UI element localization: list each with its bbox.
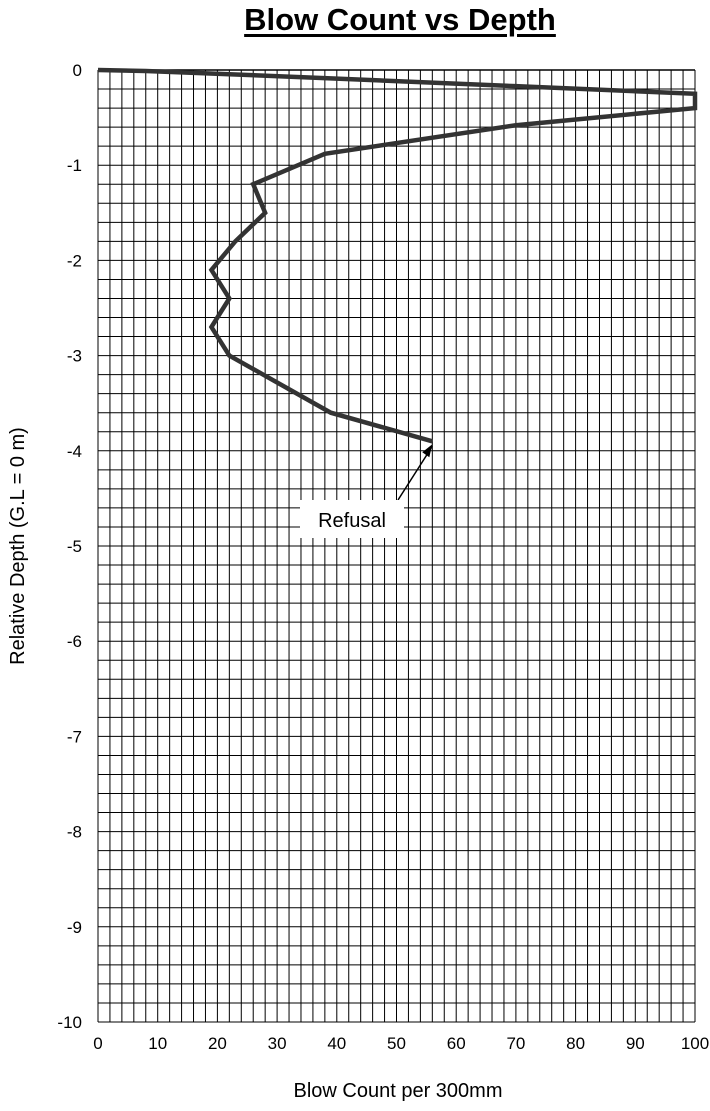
- series-line: [97, 67, 698, 444]
- x-tick-label: 40: [327, 1034, 346, 1053]
- y-tick-label: -6: [67, 632, 82, 651]
- y-tick-label: -5: [67, 537, 82, 556]
- annotation-arrowhead: [422, 444, 433, 458]
- x-tick-label: 0: [93, 1034, 102, 1053]
- x-tick-label: 100: [681, 1034, 709, 1053]
- y-tick-label: -7: [67, 727, 82, 746]
- x-tick-label: 20: [208, 1034, 227, 1053]
- y-axis-label: Relative Depth (G.L = 0 m): [7, 427, 29, 665]
- y-tick-label: -10: [57, 1013, 82, 1032]
- y-tick-label: 0: [73, 61, 82, 80]
- x-tick-label: 10: [148, 1034, 167, 1053]
- annotation-label: Refusal: [318, 510, 386, 532]
- x-tick-label: 80: [566, 1034, 585, 1053]
- y-tick-label: -2: [67, 251, 82, 270]
- x-tick-label: 60: [447, 1034, 466, 1053]
- x-tick-label: 30: [268, 1034, 287, 1053]
- chart-title-wrap: Blow Count vs Depth: [150, 2, 650, 38]
- annotations: Refusal: [300, 444, 433, 538]
- y-tick-label: -9: [67, 918, 82, 937]
- annotation-box: [300, 500, 404, 538]
- y-tick-label: -1: [67, 156, 82, 175]
- grid: [97, 69, 696, 1023]
- y-tick-label: -8: [67, 823, 82, 842]
- y-tick-label: -4: [67, 442, 82, 461]
- x-tick-label: 90: [626, 1034, 645, 1053]
- y-tick-label: -3: [67, 347, 82, 366]
- x-axis-label: Blow Count per 300mm: [294, 1080, 503, 1102]
- x-tick-label: 50: [387, 1034, 406, 1053]
- x-tick-label: 70: [506, 1034, 525, 1053]
- chart-title: Blow Count vs Depth: [244, 2, 556, 37]
- series-group: [97, 67, 698, 444]
- tick-labels: 0 10 20 30 40 50 60 70 80 90 100 0 -1 -2 -3 -4 -5 -6 -7 -8 -…: [57, 61, 709, 1053]
